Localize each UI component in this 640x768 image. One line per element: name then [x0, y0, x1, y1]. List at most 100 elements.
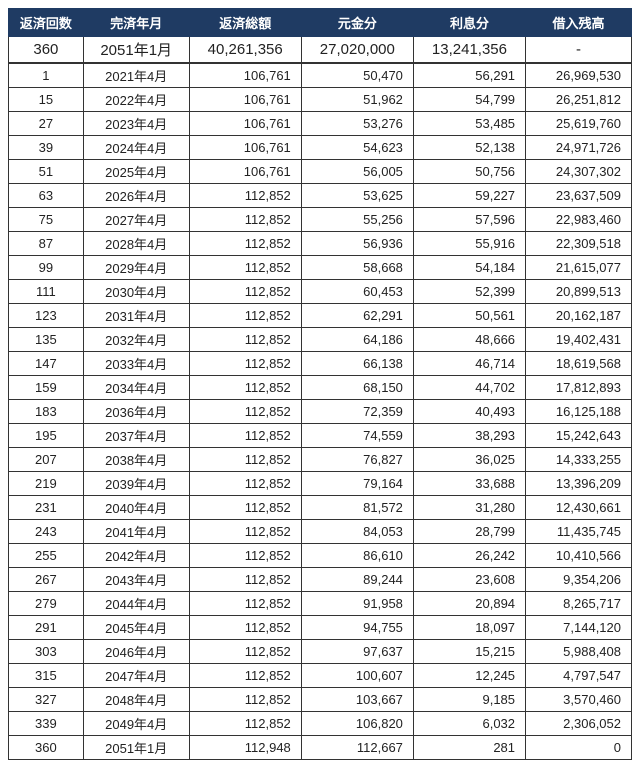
table-row: 1952037年4月112,85274,55938,29315,242,643 [9, 424, 632, 448]
cell-interest: 53,485 [413, 112, 525, 136]
cell-interest: 50,561 [413, 304, 525, 328]
cell-principal: 84,053 [301, 520, 413, 544]
cell-completion-date: 2042年4月 [83, 544, 189, 568]
cell-balance: 3,570,460 [526, 688, 632, 712]
cell-payment-count: 315 [9, 664, 84, 688]
cell-interest: 54,184 [413, 256, 525, 280]
cell-balance: 12,430,661 [526, 496, 632, 520]
cell-interest: 38,293 [413, 424, 525, 448]
cell-total-repayment: 112,852 [189, 544, 301, 568]
cell-principal: 112,667 [301, 736, 413, 760]
table-row: 392024年4月106,76154,62352,13824,971,726 [9, 136, 632, 160]
cell-interest: 56,291 [413, 63, 525, 88]
summary-interest: 13,241,356 [413, 37, 525, 64]
col-total-repayment: 返済総額 [189, 9, 301, 37]
cell-balance: 24,971,726 [526, 136, 632, 160]
cell-balance: 24,307,302 [526, 160, 632, 184]
table-row: 1832036年4月112,85272,35940,49316,125,188 [9, 400, 632, 424]
cell-balance: 8,265,717 [526, 592, 632, 616]
cell-total-repayment: 106,761 [189, 112, 301, 136]
cell-total-repayment: 112,852 [189, 472, 301, 496]
table-row: 272023年4月106,76153,27653,48525,619,760 [9, 112, 632, 136]
cell-balance: 21,615,077 [526, 256, 632, 280]
cell-principal: 74,559 [301, 424, 413, 448]
cell-balance: 14,333,255 [526, 448, 632, 472]
cell-completion-date: 2046年4月 [83, 640, 189, 664]
table-row: 3392049年4月112,852106,8206,0322,306,052 [9, 712, 632, 736]
cell-balance: 20,162,187 [526, 304, 632, 328]
cell-interest: 40,493 [413, 400, 525, 424]
cell-payment-count: 255 [9, 544, 84, 568]
summary-balance: - [526, 37, 632, 64]
cell-total-repayment: 112,852 [189, 568, 301, 592]
cell-total-repayment: 112,852 [189, 184, 301, 208]
cell-payment-count: 135 [9, 328, 84, 352]
cell-principal: 54,623 [301, 136, 413, 160]
cell-interest: 9,185 [413, 688, 525, 712]
table-row: 512025年4月106,76156,00550,75624,307,302 [9, 160, 632, 184]
cell-principal: 100,607 [301, 664, 413, 688]
cell-payment-count: 87 [9, 232, 84, 256]
cell-total-repayment: 112,948 [189, 736, 301, 760]
cell-interest: 55,916 [413, 232, 525, 256]
cell-payment-count: 231 [9, 496, 84, 520]
table-row: 752027年4月112,85255,25657,59622,983,460 [9, 208, 632, 232]
cell-principal: 76,827 [301, 448, 413, 472]
cell-payment-count: 243 [9, 520, 84, 544]
cell-total-repayment: 112,852 [189, 448, 301, 472]
cell-payment-count: 1 [9, 63, 84, 88]
cell-balance: 25,619,760 [526, 112, 632, 136]
table-row: 1352032年4月112,85264,18648,66619,402,431 [9, 328, 632, 352]
cell-payment-count: 291 [9, 616, 84, 640]
cell-interest: 44,702 [413, 376, 525, 400]
cell-completion-date: 2034年4月 [83, 376, 189, 400]
cell-balance: 2,306,052 [526, 712, 632, 736]
cell-completion-date: 2032年4月 [83, 328, 189, 352]
table-row: 872028年4月112,85256,93655,91622,309,518 [9, 232, 632, 256]
cell-balance: 0 [526, 736, 632, 760]
cell-payment-count: 267 [9, 568, 84, 592]
cell-total-repayment: 112,852 [189, 280, 301, 304]
cell-total-repayment: 112,852 [189, 496, 301, 520]
summary-date: 2051年1月 [83, 37, 189, 64]
cell-payment-count: 219 [9, 472, 84, 496]
cell-completion-date: 2036年4月 [83, 400, 189, 424]
cell-completion-date: 2021年4月 [83, 63, 189, 88]
cell-principal: 53,625 [301, 184, 413, 208]
table-row: 2072038年4月112,85276,82736,02514,333,255 [9, 448, 632, 472]
summary-row: 360 2051年1月 40,261,356 27,020,000 13,241… [9, 37, 632, 64]
cell-total-repayment: 112,852 [189, 208, 301, 232]
cell-payment-count: 27 [9, 112, 84, 136]
cell-balance: 17,812,893 [526, 376, 632, 400]
cell-total-repayment: 112,852 [189, 256, 301, 280]
cell-principal: 68,150 [301, 376, 413, 400]
cell-payment-count: 147 [9, 352, 84, 376]
table-row: 632026年4月112,85253,62559,22723,637,509 [9, 184, 632, 208]
cell-total-repayment: 112,852 [189, 352, 301, 376]
cell-completion-date: 2025年4月 [83, 160, 189, 184]
table-row: 3032046年4月112,85297,63715,2155,988,408 [9, 640, 632, 664]
cell-total-repayment: 106,761 [189, 63, 301, 88]
table-row: 2312040年4月112,85281,57231,28012,430,661 [9, 496, 632, 520]
cell-balance: 11,435,745 [526, 520, 632, 544]
cell-completion-date: 2051年1月 [83, 736, 189, 760]
cell-payment-count: 111 [9, 280, 84, 304]
cell-payment-count: 360 [9, 736, 84, 760]
cell-payment-count: 99 [9, 256, 84, 280]
cell-balance: 23,637,509 [526, 184, 632, 208]
cell-total-repayment: 112,852 [189, 304, 301, 328]
cell-balance: 9,354,206 [526, 568, 632, 592]
cell-balance: 20,899,513 [526, 280, 632, 304]
cell-completion-date: 2039年4月 [83, 472, 189, 496]
cell-interest: 52,138 [413, 136, 525, 160]
cell-payment-count: 51 [9, 160, 84, 184]
cell-payment-count: 159 [9, 376, 84, 400]
table-row: 2792044年4月112,85291,95820,8948,265,717 [9, 592, 632, 616]
cell-interest: 36,025 [413, 448, 525, 472]
cell-completion-date: 2045年4月 [83, 616, 189, 640]
table-row: 1472033年4月112,85266,13846,71418,619,568 [9, 352, 632, 376]
cell-total-repayment: 106,761 [189, 160, 301, 184]
cell-principal: 97,637 [301, 640, 413, 664]
cell-interest: 31,280 [413, 496, 525, 520]
cell-balance: 7,144,120 [526, 616, 632, 640]
